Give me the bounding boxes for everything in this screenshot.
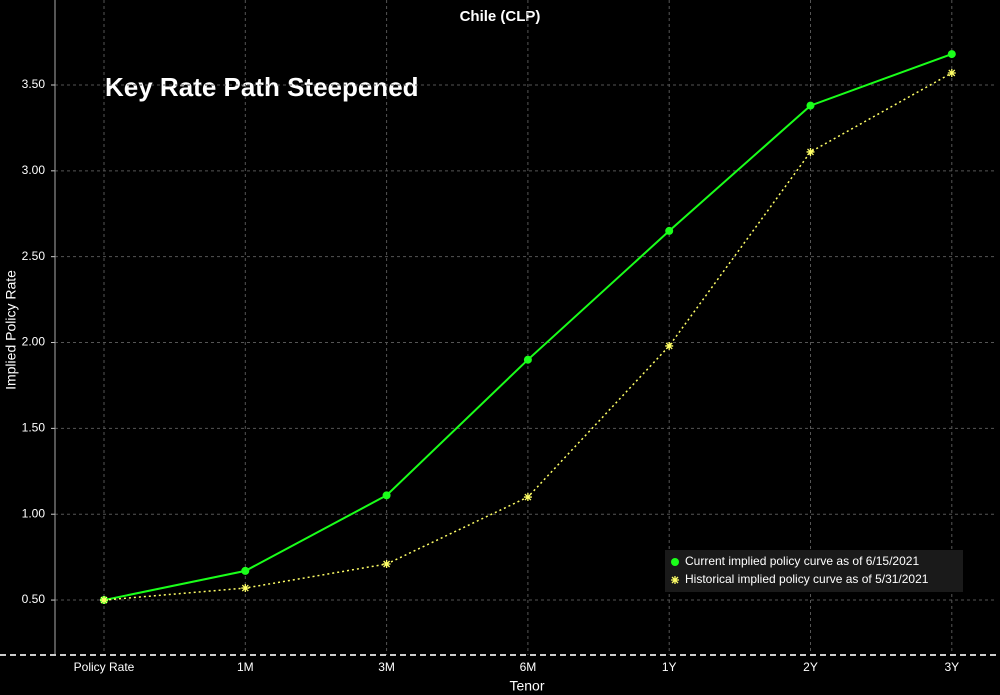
annotation: Key Rate Path Steepened xyxy=(105,72,419,102)
chart-title: Chile (CLP) xyxy=(460,8,541,25)
legend-label: Current implied policy curve as of 6/15/… xyxy=(685,554,919,568)
y-tick-label: 2.50 xyxy=(22,249,46,263)
point xyxy=(523,493,532,502)
point xyxy=(806,101,815,110)
legend-box xyxy=(665,550,963,592)
x-tick-label: 3M xyxy=(378,660,395,674)
x-tick-label: 6M xyxy=(520,660,537,674)
y-tick-label: 1.00 xyxy=(22,506,46,520)
point xyxy=(382,560,391,569)
y-tick-label: 3.00 xyxy=(22,163,46,177)
point xyxy=(947,68,956,77)
point xyxy=(100,596,108,605)
legend-label: Historical implied policy curve as of 5/… xyxy=(685,572,929,586)
x-axis-label: Tenor xyxy=(509,678,544,694)
legend-marker xyxy=(671,576,679,584)
point xyxy=(523,355,532,364)
point xyxy=(241,584,250,593)
x-tick-label: 3Y xyxy=(944,660,959,674)
y-tick-label: 2.00 xyxy=(22,335,46,349)
y-tick-label: 0.50 xyxy=(22,592,46,606)
x-tick-label: 2Y xyxy=(803,660,818,674)
x-tick-label: 1M xyxy=(237,660,254,674)
y-axis-label: Implied Policy Rate xyxy=(3,270,19,390)
x-tick-label: 1Y xyxy=(662,660,677,674)
y-tick-label: 3.50 xyxy=(22,77,46,91)
point xyxy=(947,50,956,59)
x-tick-label: Policy Rate xyxy=(74,660,135,674)
y-tick-label: 1.50 xyxy=(22,421,46,435)
legend-marker xyxy=(671,558,679,566)
point xyxy=(665,341,674,350)
point xyxy=(241,566,250,575)
point xyxy=(806,147,815,156)
point xyxy=(382,491,391,500)
point xyxy=(665,226,674,235)
